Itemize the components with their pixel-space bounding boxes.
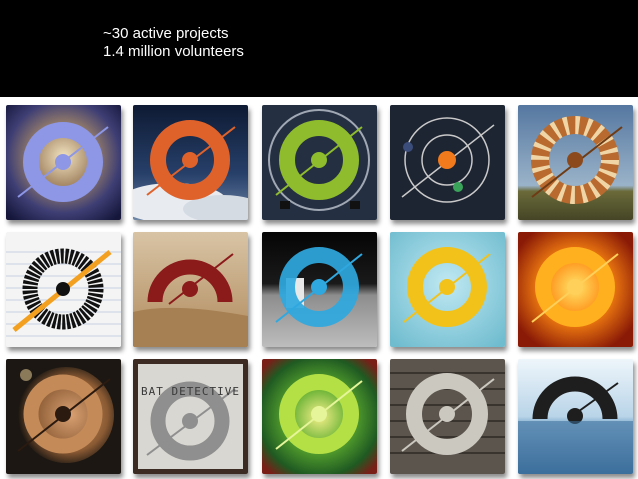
- project-tile-light-blue: [390, 232, 505, 347]
- caption-line-volunteers: 1.4 million volunteers: [103, 43, 244, 60]
- project-tile-sun-fire: [518, 232, 633, 347]
- zooniverse-ring-icon: [6, 105, 121, 220]
- project-tile-green-circuit: [262, 105, 377, 220]
- project-tile-green-nebula: [262, 359, 377, 474]
- zooniverse-ring-icon: [390, 232, 505, 347]
- zooniverse-ring-icon: [6, 359, 121, 474]
- project-tile-solar-system: [390, 105, 505, 220]
- orbit-icon: [390, 105, 505, 220]
- zooniverse-ring-icon: [262, 359, 377, 474]
- zooniverse-ring-icon: [518, 232, 633, 347]
- bat-detective-title: BAT DETECTIVE: [140, 385, 241, 398]
- zooniverse-ring-icon: [262, 232, 377, 347]
- zooniverse-ring-icon: [518, 105, 633, 220]
- project-tile-moon-surface: [262, 232, 377, 347]
- project-tile-wood-planks: [390, 359, 505, 474]
- zooniverse-ring-icon: [133, 359, 248, 474]
- project-tile-sand-dunes: [133, 232, 248, 347]
- zooniverse-ring-icon: [133, 232, 248, 347]
- project-tile-bat-detective: BAT DETECTIVE: [133, 359, 248, 474]
- project-tile-scribble-notebook: [6, 232, 121, 347]
- project-tile-mars-surface: [6, 359, 121, 474]
- project-tile-ocean-horizon: [518, 359, 633, 474]
- zooniverse-ring-icon: [262, 105, 377, 220]
- zooniverse-ring-icon: [133, 105, 248, 220]
- project-tile-giraffe-pattern: [518, 105, 633, 220]
- project-gallery: BAT DETECTIVE: [0, 97, 638, 479]
- project-tile-galaxy: [6, 105, 121, 220]
- zooniverse-ring-icon: [6, 232, 121, 347]
- caption-line-projects: ~30 active projects: [103, 25, 229, 42]
- zooniverse-ring-icon: [518, 359, 633, 474]
- caption: ~30 active projects 1.4 million voluntee…: [103, 25, 244, 61]
- project-tile-cloud-sky: [133, 105, 248, 220]
- zooniverse-ring-icon: [390, 359, 505, 474]
